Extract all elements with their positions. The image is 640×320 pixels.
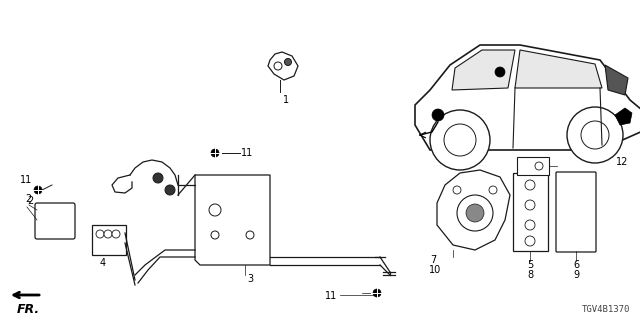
Text: 2: 2 — [25, 194, 31, 204]
FancyBboxPatch shape — [35, 203, 75, 239]
Circle shape — [444, 124, 476, 156]
Circle shape — [489, 186, 497, 194]
Circle shape — [581, 121, 609, 149]
Circle shape — [453, 186, 461, 194]
Text: FR.: FR. — [17, 303, 40, 316]
Text: 5: 5 — [527, 260, 533, 270]
FancyBboxPatch shape — [92, 225, 126, 255]
Circle shape — [209, 204, 221, 216]
Polygon shape — [515, 50, 602, 88]
Text: 11: 11 — [325, 291, 337, 301]
Polygon shape — [268, 52, 298, 80]
Text: 1: 1 — [283, 95, 289, 105]
Polygon shape — [615, 108, 632, 125]
Text: 3: 3 — [247, 274, 253, 284]
Polygon shape — [437, 170, 510, 250]
Circle shape — [466, 204, 484, 222]
Text: 7: 7 — [430, 255, 436, 265]
Circle shape — [525, 180, 535, 190]
Circle shape — [104, 230, 112, 238]
Circle shape — [285, 59, 291, 66]
Text: 6: 6 — [573, 260, 579, 270]
Text: 11: 11 — [20, 175, 32, 185]
FancyBboxPatch shape — [517, 157, 549, 175]
Circle shape — [525, 236, 535, 246]
Text: 12: 12 — [616, 157, 628, 167]
Circle shape — [525, 200, 535, 210]
FancyBboxPatch shape — [556, 172, 596, 252]
Polygon shape — [195, 175, 270, 265]
Circle shape — [495, 67, 505, 77]
Polygon shape — [605, 65, 628, 95]
Circle shape — [430, 110, 490, 170]
Circle shape — [432, 109, 444, 121]
Circle shape — [165, 185, 175, 195]
Text: 10: 10 — [429, 265, 441, 275]
Circle shape — [153, 173, 163, 183]
Text: 11: 11 — [241, 148, 253, 158]
Polygon shape — [452, 50, 515, 90]
Text: TGV4B1370: TGV4B1370 — [582, 305, 630, 314]
Circle shape — [211, 149, 219, 157]
Circle shape — [34, 186, 42, 194]
Circle shape — [567, 107, 623, 163]
Circle shape — [211, 231, 219, 239]
Polygon shape — [415, 45, 640, 150]
Circle shape — [535, 162, 543, 170]
Circle shape — [112, 230, 120, 238]
Circle shape — [525, 220, 535, 230]
Text: 4: 4 — [100, 258, 106, 268]
Text: 9: 9 — [573, 270, 579, 280]
Circle shape — [96, 230, 104, 238]
Text: 2: 2 — [27, 196, 33, 206]
FancyBboxPatch shape — [513, 173, 548, 251]
Circle shape — [274, 62, 282, 70]
Circle shape — [373, 289, 381, 297]
Circle shape — [457, 195, 493, 231]
Text: 8: 8 — [527, 270, 533, 280]
Circle shape — [246, 231, 254, 239]
